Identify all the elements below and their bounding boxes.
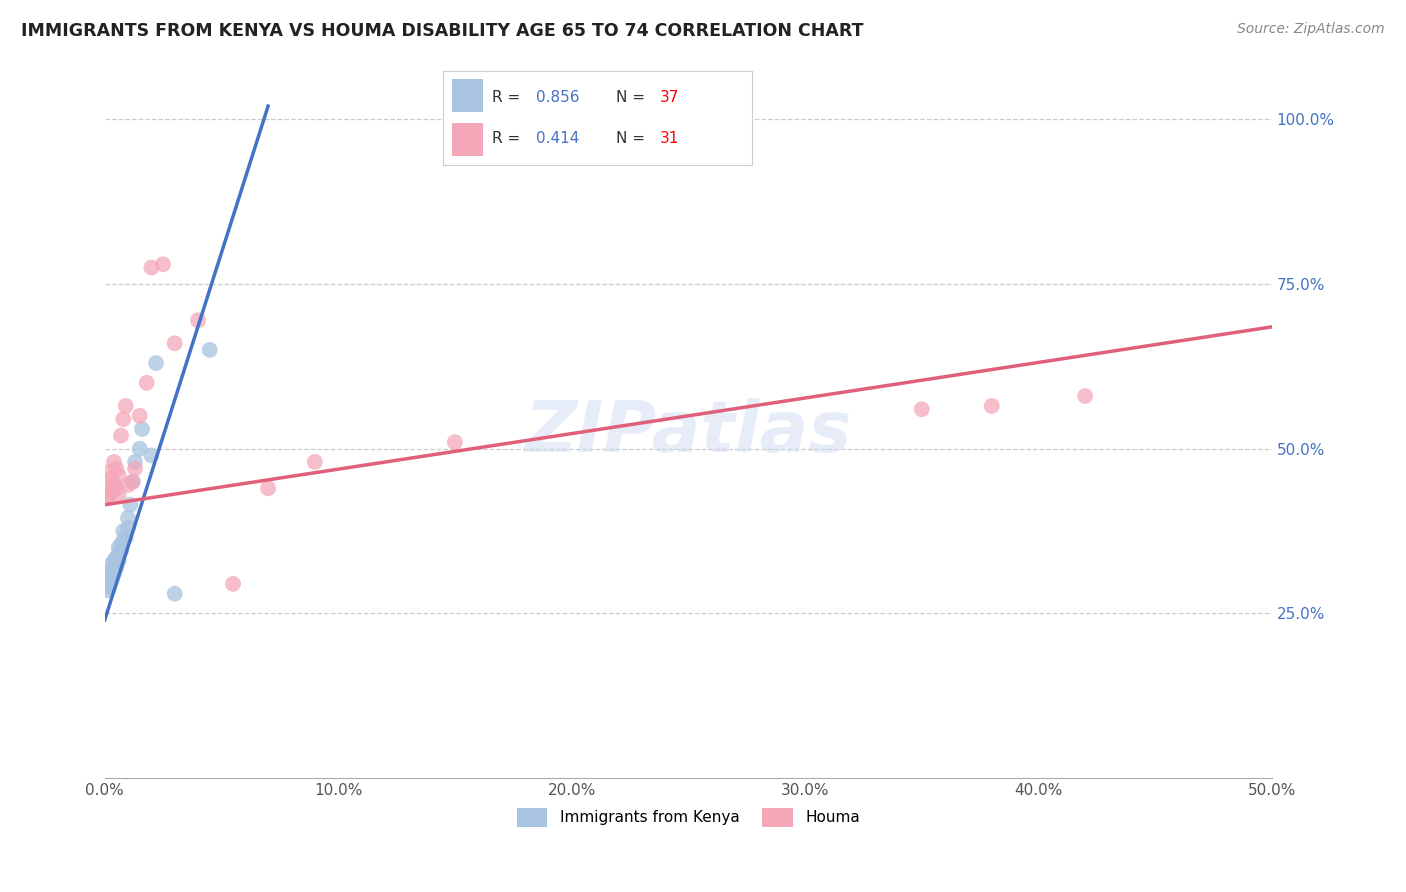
- Point: [112, 524, 135, 538]
- Point: [100, 484, 122, 499]
- Point: [187, 313, 209, 327]
- Point: [128, 409, 150, 423]
- Point: [100, 564, 122, 578]
- Point: [103, 478, 125, 492]
- Point: [107, 541, 129, 555]
- Point: [105, 557, 128, 571]
- Point: [121, 475, 143, 489]
- Text: Source: ZipAtlas.com: Source: ZipAtlas.com: [1237, 22, 1385, 37]
- Point: [96, 566, 118, 581]
- Text: ZIPatlas: ZIPatlas: [524, 398, 852, 467]
- Point: [121, 475, 143, 489]
- Point: [112, 412, 135, 426]
- Point: [141, 260, 163, 275]
- Point: [103, 554, 125, 568]
- Point: [110, 544, 132, 558]
- Point: [114, 531, 136, 545]
- Point: [107, 547, 129, 561]
- Point: [980, 399, 1002, 413]
- Point: [105, 550, 128, 565]
- Text: N =: N =: [616, 131, 650, 146]
- Point: [128, 442, 150, 456]
- Bar: [453, 78, 484, 112]
- Point: [100, 574, 122, 588]
- Point: [110, 537, 132, 551]
- Point: [98, 577, 121, 591]
- Point: [100, 471, 122, 485]
- Point: [135, 376, 157, 390]
- Point: [103, 455, 125, 469]
- Point: [444, 435, 467, 450]
- Bar: [453, 123, 484, 156]
- Point: [105, 461, 128, 475]
- Point: [105, 560, 128, 574]
- Point: [96, 491, 118, 506]
- Text: 31: 31: [659, 131, 679, 146]
- Point: [141, 448, 163, 462]
- Point: [98, 465, 121, 479]
- Point: [103, 564, 125, 578]
- Point: [94, 577, 117, 591]
- Point: [103, 566, 125, 581]
- Point: [152, 257, 174, 271]
- Point: [117, 511, 139, 525]
- Point: [117, 478, 139, 492]
- Text: 37: 37: [659, 90, 679, 105]
- Point: [117, 521, 139, 535]
- Point: [163, 336, 186, 351]
- Point: [96, 574, 118, 588]
- Point: [98, 570, 121, 584]
- Point: [124, 461, 146, 475]
- Point: [96, 481, 118, 495]
- Point: [120, 498, 142, 512]
- Point: [911, 402, 934, 417]
- Point: [131, 422, 153, 436]
- Point: [112, 534, 135, 549]
- Point: [110, 428, 132, 442]
- Point: [304, 455, 326, 469]
- Point: [114, 399, 136, 413]
- Point: [100, 557, 122, 571]
- Point: [98, 580, 121, 594]
- Point: [198, 343, 221, 357]
- Text: 0.856: 0.856: [536, 90, 579, 105]
- Text: R =: R =: [492, 90, 526, 105]
- Point: [222, 577, 245, 591]
- Point: [98, 488, 121, 502]
- Text: N =: N =: [616, 90, 650, 105]
- Point: [257, 481, 280, 495]
- Point: [96, 583, 118, 598]
- Text: 0.414: 0.414: [536, 131, 579, 146]
- Point: [163, 587, 186, 601]
- Point: [105, 481, 128, 495]
- Point: [107, 468, 129, 483]
- Point: [124, 455, 146, 469]
- Point: [1074, 389, 1097, 403]
- Legend: Immigrants from Kenya, Houma: Immigrants from Kenya, Houma: [510, 802, 866, 833]
- Text: R =: R =: [492, 131, 526, 146]
- Point: [100, 566, 122, 581]
- Point: [107, 554, 129, 568]
- Point: [145, 356, 167, 370]
- Point: [98, 566, 121, 581]
- Point: [107, 488, 129, 502]
- Text: IMMIGRANTS FROM KENYA VS HOUMA DISABILITY AGE 65 TO 74 CORRELATION CHART: IMMIGRANTS FROM KENYA VS HOUMA DISABILIT…: [21, 22, 863, 40]
